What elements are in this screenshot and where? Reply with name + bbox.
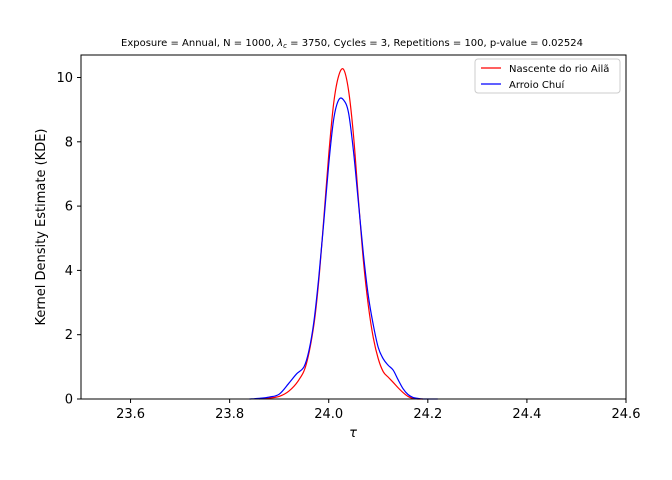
series-line-arroio	[249, 97, 438, 400]
legend: Nascente do rio Ailã Arroio Chuí	[474, 58, 621, 94]
x-tick-label: 24.0	[314, 407, 343, 422]
x-axis-label: τ	[349, 426, 357, 441]
x-tick-label: 24.4	[512, 407, 541, 422]
x-tick-label: 24.6	[612, 407, 641, 422]
plot-area	[80, 54, 627, 400]
x-axis: 23.6 23.8 24.0 24.2 24.4 24.6	[116, 399, 640, 422]
x-tick-label: 24.2	[413, 407, 442, 422]
y-tick-label: 10	[56, 71, 73, 86]
x-tick-label: 23.8	[215, 407, 244, 422]
y-tick-label: 4	[65, 264, 73, 279]
series-line-nascente	[259, 68, 423, 400]
y-axis-label: Kernel Density Estimate (KDE)	[34, 129, 49, 326]
y-tick-label: 0	[65, 393, 73, 408]
legend-label-nascente: Nascente do rio Ailã	[509, 64, 609, 75]
y-tick-label: 8	[65, 135, 73, 150]
y-tick-label: 2	[65, 328, 73, 343]
legend-box	[474, 58, 621, 94]
y-tick-label: 6	[65, 200, 73, 215]
legend-label-arroio: Arroio Chuí	[509, 79, 566, 91]
y-axis: 0 2 4 6 8 10	[56, 71, 81, 408]
series-group	[249, 68, 438, 400]
plot-frame	[80, 54, 627, 400]
chart-title: Exposure = Annual, N = 1000, λc = 3750, …	[121, 38, 583, 50]
x-tick-label: 23.6	[116, 407, 145, 422]
